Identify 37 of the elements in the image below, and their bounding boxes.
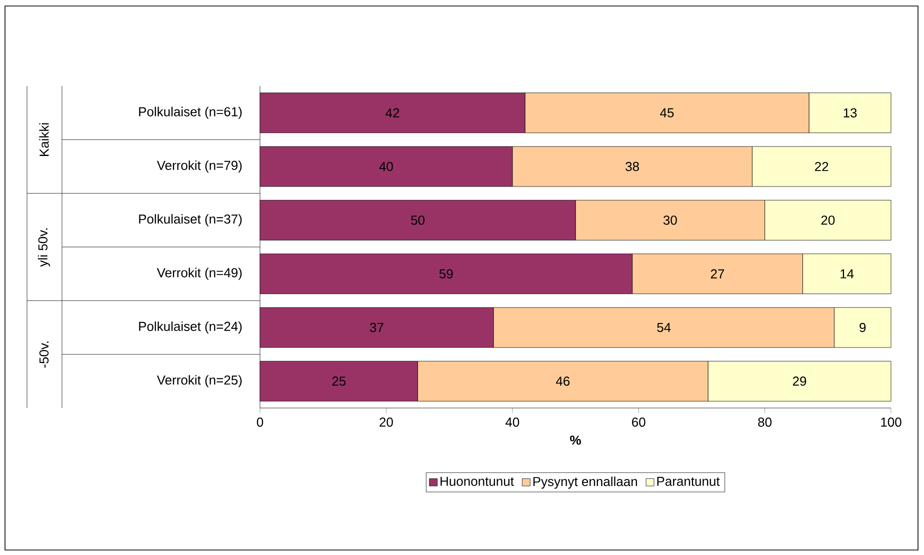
legend-label: Parantunut [657, 476, 720, 486]
y-tick-label: Verrokit (n=25) [156, 375, 242, 388]
x-tick-label: 100 [881, 418, 902, 427]
x-tick-label: 40 [505, 418, 520, 427]
data-label: 30 [663, 216, 677, 225]
x-tick-label: 20 [380, 418, 393, 427]
data-label: 37 [370, 322, 384, 332]
data-label: 25 [332, 376, 346, 386]
data-label: 22 [815, 162, 828, 172]
legend-label: Huonontunut [440, 476, 514, 486]
x-axis-title: % [570, 436, 581, 445]
data-label: 40 [379, 162, 393, 172]
text: Kaikki [39, 123, 49, 156]
data-label: 45 [660, 108, 674, 118]
y-tick-label: Polkulaiset (n=61) [139, 106, 242, 119]
x-tick-label: 0 [256, 418, 264, 427]
text: -50v. [39, 342, 49, 368]
data-label: 27 [710, 269, 724, 278]
y-tick-label: Polkulaiset (n=24) [139, 321, 242, 334]
data-label: 38 [626, 162, 639, 172]
x-tick-label: 80 [758, 418, 772, 427]
data-label: 20 [821, 216, 835, 225]
y-tick-label: Polkulaiset (n=37) [139, 214, 242, 226]
data-label: 50 [411, 216, 424, 225]
data-label: 13 [844, 108, 857, 118]
y-tick-label: Verrokit (n=79) [156, 160, 242, 173]
legend-label: Pysynyt ennallaan [533, 476, 637, 489]
x-tick-label: 60 [632, 418, 646, 427]
data-label: 54 [657, 322, 671, 332]
data-label: 42 [386, 108, 400, 118]
data-label: 9 [860, 322, 866, 332]
y-tick-label: Verrokit (n=49) [156, 268, 242, 280]
data-label: 59 [439, 269, 453, 278]
data-label: 14 [840, 269, 854, 278]
data-label: 29 [792, 376, 806, 386]
text: yli 50v. [38, 228, 50, 267]
data-label: 46 [556, 376, 570, 386]
